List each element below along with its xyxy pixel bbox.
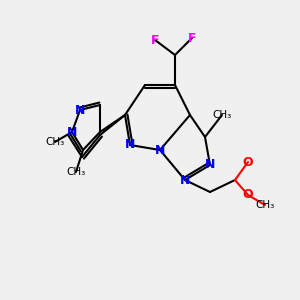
Text: N: N [125, 139, 135, 152]
Text: CH₃: CH₃ [255, 200, 274, 210]
Text: N: N [155, 143, 165, 157]
Text: F: F [151, 34, 159, 46]
Text: CH₃: CH₃ [45, 137, 64, 147]
Text: N: N [205, 158, 215, 172]
Text: N: N [67, 125, 77, 139]
Text: F: F [188, 32, 196, 44]
Text: CH₃: CH₃ [66, 167, 85, 177]
Text: CH₃: CH₃ [212, 110, 232, 120]
Text: N: N [75, 103, 85, 116]
Text: O: O [243, 188, 253, 202]
Text: O: O [243, 155, 253, 169]
Text: N: N [180, 173, 190, 187]
